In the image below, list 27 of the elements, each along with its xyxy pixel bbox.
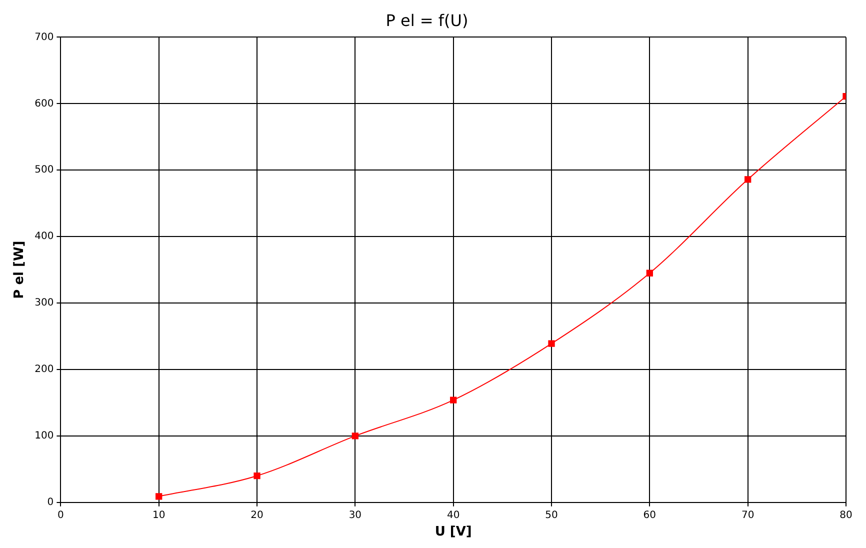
y-tick-label: 400 <box>34 231 54 242</box>
point <box>548 340 555 347</box>
x-tick-label: 50 <box>545 510 558 521</box>
point <box>646 270 653 276</box>
y-tick-label: 700 <box>34 32 54 43</box>
x-tick-label: 70 <box>741 510 754 521</box>
x-tick-label: 0 <box>58 510 64 521</box>
x-tick-label: 60 <box>643 510 656 521</box>
point <box>744 176 752 183</box>
point <box>450 396 457 404</box>
x-tick-label: 10 <box>152 510 166 521</box>
point <box>156 493 162 500</box>
y-tick-label: 0 <box>47 496 54 508</box>
y-tick-label: 300 <box>34 298 54 309</box>
y-tick-label: 600 <box>34 98 54 110</box>
point <box>352 432 359 440</box>
x-tick-label: 80 <box>840 510 852 521</box>
y-tick-label: 200 <box>34 364 54 376</box>
x-tick-label: 30 <box>348 510 362 521</box>
x-axis-title: U [V] <box>434 524 472 540</box>
x-tick-label: 40 <box>446 510 460 521</box>
y-axis-title: P el [W] <box>12 240 28 299</box>
y-tick-label: 100 <box>34 430 54 442</box>
point <box>254 472 260 480</box>
chart-title: P el = f(U) <box>386 10 468 30</box>
y-tick-label: 500 <box>34 164 54 176</box>
x-tick-label: 20 <box>250 510 264 521</box>
